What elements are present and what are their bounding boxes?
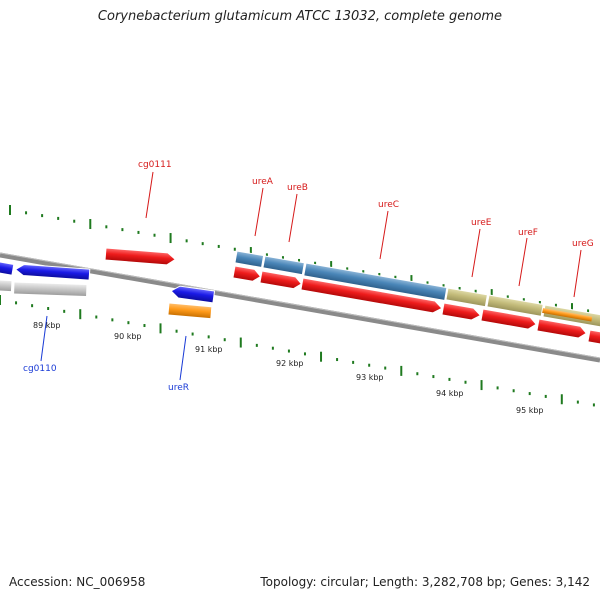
- page-title: Corynebacterium glutamicum ATCC 13032, c…: [97, 9, 503, 24]
- gene-label-ureG[interactable]: ureG: [572, 239, 594, 249]
- cds-forward-ureE[interactable]: [441, 302, 482, 321]
- orange-feature-ureR: [167, 302, 213, 320]
- cds-forward-ureG[interactable]: [536, 318, 587, 339]
- ure-feature-ureA: [234, 250, 265, 269]
- scale-tick-label: 91 kbp: [195, 345, 223, 354]
- label-leaders: [40, 171, 582, 381]
- gene-label-ureR[interactable]: ureR: [168, 383, 189, 393]
- cds-forward-ureB[interactable]: [259, 270, 303, 290]
- gene-label-cg0110[interactable]: cg0110: [23, 364, 57, 374]
- genome-backbone-highlight: [0, 252, 600, 359]
- scale-tick-label: 94 kbp: [436, 389, 464, 398]
- cds-reverse-cg0110[interactable]: [14, 264, 91, 281]
- feature-track: [0, 247, 600, 346]
- gene-label-ureC[interactable]: ureC: [378, 200, 399, 210]
- ure-feature-ureE: [445, 287, 488, 308]
- ure-feature-ureC: [303, 262, 448, 301]
- scale-tick-label: 95 kbp: [516, 406, 544, 415]
- gene-label-ureF[interactable]: ureF: [518, 228, 538, 238]
- cds-forward-ureA[interactable]: [232, 265, 262, 282]
- cds-reverse-1[interactable]: [0, 260, 15, 276]
- ure-feature-ureB: [262, 255, 305, 276]
- scale-tick-label: 92 kbp: [276, 359, 304, 368]
- inner-tick-track: [0, 295, 595, 407]
- gene-label-ureE[interactable]: ureE: [471, 218, 492, 228]
- cds-forward-ureF[interactable]: [480, 308, 537, 330]
- orange-feature-ureG: [542, 308, 593, 322]
- gene-label-ureB[interactable]: ureB: [287, 183, 308, 193]
- scale-labels: 89 kbp 90 kbp 91 kbp 92 kbp 93 kbp 94 kb…: [33, 321, 544, 415]
- ure-feature-ureF: [486, 294, 544, 317]
- scale-tick-label: 89 kbp: [33, 321, 61, 330]
- scale-tick-label: 90 kbp: [114, 332, 142, 341]
- genome-summary: Topology: circular; Length: 3,282,708 bp…: [260, 575, 590, 589]
- cds-forward-edge[interactable]: [587, 329, 600, 346]
- gray-feature-1: [0, 279, 13, 293]
- cds-forward-ureC[interactable]: [300, 277, 443, 314]
- cds-forward-cg0111[interactable]: [104, 247, 177, 266]
- cds-reverse-ureR[interactable]: [170, 285, 216, 304]
- gene-label-cg0111[interactable]: cg0111: [138, 160, 172, 170]
- genome-backbone: [0, 252, 600, 363]
- accession-label: Accession: NC_006958: [9, 575, 146, 589]
- gene-label-ureA[interactable]: ureA: [252, 177, 274, 187]
- scale-tick-label: 93 kbp: [356, 373, 384, 382]
- gray-feature-2: [13, 281, 88, 298]
